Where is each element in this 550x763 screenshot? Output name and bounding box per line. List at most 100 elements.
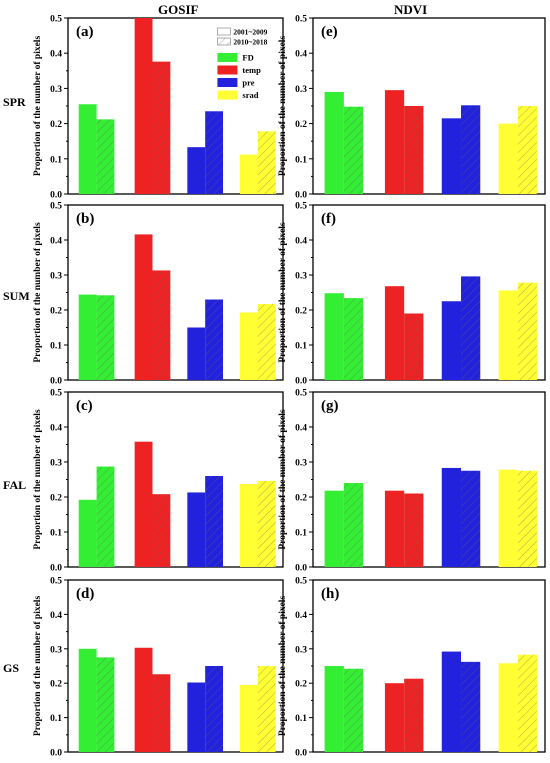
- panel-h-ytick-label: 0.1: [295, 714, 307, 724]
- panel-c-bar-hatch-FD: [96, 466, 115, 567]
- legend-swatch-temp: [217, 65, 238, 75]
- panel-f-bar-hatch-srad: [517, 282, 538, 380]
- panel-c-bar-temp-2001-2009: [134, 441, 153, 567]
- panel-c-bar-hatch-srad: [257, 480, 276, 567]
- panel-e-ytick-label: 0.5: [295, 15, 307, 25]
- panel-a-bar-FD-2001-2009: [78, 104, 97, 194]
- panel-b-label: (b): [76, 211, 94, 227]
- panel-c-bar-FD-2001-2009: [78, 499, 97, 567]
- panel-f-ytick-label: 0.4: [295, 237, 307, 247]
- panel-a-bar-hatch-srad: [257, 131, 276, 194]
- panel-f-label: (f): [321, 211, 336, 227]
- panel-a-ytick-label: 0.0: [50, 191, 62, 201]
- panel-f-ytick-label: 0.3: [295, 272, 307, 282]
- panel-d-ytick-label: 0.0: [50, 749, 62, 759]
- panel-g-bar-FD-2001-2009: [324, 490, 344, 567]
- panel-e-bar-hatch-temp: [404, 106, 424, 194]
- panel-h-ylabel: Proportion of the number of pixels: [278, 596, 288, 737]
- panel-a-ytick-label: 0.4: [50, 50, 62, 60]
- panel-f-bar-hatch-temp: [404, 313, 424, 380]
- panel-b-bar-hatch-temp: [152, 270, 171, 380]
- panel-h-ytick-label: 0.4: [295, 611, 307, 621]
- panel-c-ylabel: Proportion of the number of pixels: [33, 409, 43, 550]
- panel-b-bar-srad-2001-2009: [240, 312, 258, 380]
- panel-a-ytick-label: 0.1: [50, 155, 62, 165]
- panel-b-ytick-label: 0.4: [50, 237, 62, 247]
- panel-g-ytick-label: 0.5: [295, 389, 307, 399]
- panel-e-ytick-label: 0.4: [295, 50, 307, 60]
- panel-g-bar-hatch-srad: [517, 470, 538, 567]
- panel-g-ytick-label: 0.3: [295, 459, 307, 469]
- panel-e-bar-temp-2001-2009: [384, 90, 405, 194]
- panel-g-bar-hatch-FD: [343, 483, 364, 567]
- legend-period-label: 2001~2009: [233, 28, 267, 37]
- panel-g-bar-temp-2001-2009: [384, 490, 405, 567]
- panel-c-bar-hatch-pre: [205, 476, 224, 567]
- panel-c-bar-hatch-temp: [152, 494, 171, 567]
- panel-e-bar-FD-2001-2009: [324, 91, 344, 194]
- panel-b-bar-FD-2001-2009: [78, 294, 97, 380]
- panel-b-bar-pre-2001-2009: [187, 327, 206, 380]
- legend-label-FD: FD: [242, 53, 253, 63]
- panel-b-ytick-label: 0.1: [50, 342, 62, 352]
- panel-f-bar-FD-2001-2009: [324, 293, 344, 380]
- panel-c-label: (c): [76, 398, 93, 414]
- panel-f-ytick-label: 0.5: [295, 202, 307, 212]
- row-label-fal: FAL: [3, 478, 27, 492]
- panel-h-bar-hatch-FD: [343, 668, 364, 752]
- panel-h-ytick-label: 0.3: [295, 645, 307, 655]
- panel-e-label: (e): [321, 24, 338, 40]
- panel-c-ytick-label: 0.2: [50, 494, 62, 504]
- panel-b-ylabel: Proportion of the number of pixels: [33, 222, 43, 363]
- panel-c-ytick-label: 0.0: [50, 564, 62, 574]
- panel-h-bar-hatch-temp: [404, 678, 424, 752]
- panel-g-bar-srad-2001-2009: [498, 469, 518, 567]
- panel-c-bar-srad-2001-2009: [240, 484, 258, 567]
- panel-g-bar-hatch-temp: [404, 493, 424, 567]
- panel-d-ylabel: Proportion of the number of pixels: [33, 596, 43, 737]
- panel-g-bar-hatch-pre: [461, 470, 481, 567]
- panel-f-bar-temp-2001-2009: [384, 286, 405, 380]
- panel-d-ytick-label: 0.1: [50, 714, 62, 724]
- panel-c-ytick-label: 0.1: [50, 529, 62, 539]
- panel-h-bar-FD-2001-2009: [324, 666, 344, 752]
- legend-swatch-FD: [217, 53, 238, 62]
- panel-d-bar-hatch-temp: [152, 674, 171, 752]
- panel-e-ytick-label: 0.2: [295, 120, 307, 130]
- panel-h-ytick-label: 0.5: [295, 577, 307, 587]
- panel-a-ylabel: Proportion of the number of pixels: [33, 36, 43, 177]
- panel-d-label: (d): [76, 586, 94, 602]
- panel-f-ytick-label: 0.2: [295, 307, 307, 317]
- column-header-ndvi: NDVI: [394, 2, 428, 17]
- row-label-sum: SUM: [3, 289, 30, 303]
- legend-swatch-srad: [217, 90, 238, 100]
- row-label-spr: SPR: [3, 95, 26, 109]
- panel-a-ytick-label: 0.2: [50, 120, 62, 130]
- panel-h-bar-pre-2001-2009: [441, 651, 462, 752]
- legend-period-label: 2010~2018: [233, 38, 267, 47]
- panel-e-ytick-label: 0.3: [295, 85, 307, 95]
- panel-a-ytick-label: 0.5: [50, 15, 62, 25]
- panel-f-bar-hatch-pre: [461, 276, 481, 380]
- panel-b-bar-temp-2001-2009: [134, 234, 153, 380]
- panel-h-ytick-label: 0.2: [295, 680, 307, 690]
- legend-label-temp: temp: [242, 65, 261, 75]
- panel-e-bar-srad-2001-2009: [498, 123, 518, 194]
- panel-g-label: (g): [321, 398, 339, 414]
- panel-d-bar-hatch-FD: [96, 657, 115, 752]
- panel-e-bar-hatch-srad: [517, 106, 538, 194]
- panel-b-ytick-label: 0.2: [50, 307, 62, 317]
- panel-h-label: (h): [321, 586, 339, 602]
- panel-a-bar-hatch-temp: [152, 61, 171, 195]
- panel-e-bar-hatch-FD: [343, 106, 364, 194]
- panel-b-bar-hatch-FD: [96, 295, 115, 380]
- column-header-gosif: GOSIF: [158, 2, 199, 17]
- panel-f-bar-srad-2001-2009: [498, 290, 518, 380]
- legend-swatch-period: [217, 27, 231, 36]
- panel-a-bar-srad-2001-2009: [240, 154, 258, 194]
- legend-label-srad: srad: [242, 90, 258, 100]
- panel-a-bar-hatch-FD: [96, 119, 115, 194]
- panel-g-ytick-label: 0.1: [295, 529, 307, 539]
- panel-d-bar-hatch-pre: [205, 666, 224, 752]
- panel-a-label: (a): [76, 24, 94, 40]
